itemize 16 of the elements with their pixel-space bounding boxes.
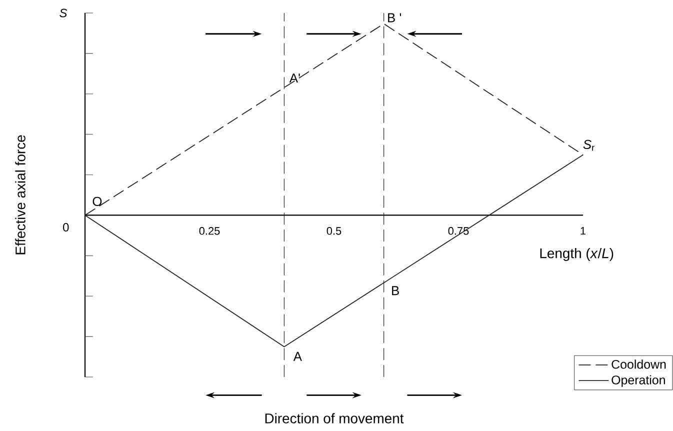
x-axis-title: Length (x/L) bbox=[540, 248, 614, 261]
annotation: A' bbox=[289, 74, 300, 82]
y-axis-title: Effective axial force bbox=[15, 135, 26, 254]
x-tick-label: 0.25 bbox=[199, 227, 220, 235]
annotation: B ' bbox=[388, 13, 402, 22]
text: S bbox=[60, 8, 68, 18]
text: 0 bbox=[63, 223, 69, 232]
legend-label: Operation bbox=[612, 375, 665, 387]
annotation: O bbox=[92, 196, 102, 206]
annotation: S$_{r}$ bbox=[583, 140, 594, 151]
legend-label: Cooldown bbox=[612, 360, 666, 369]
x-tick-label: 0.5 bbox=[326, 227, 342, 235]
annotation: B bbox=[392, 286, 399, 296]
annotation: A bbox=[293, 352, 302, 361]
x-tick-label: 1 bbox=[580, 227, 586, 235]
text: Direction of movement bbox=[265, 413, 404, 424]
